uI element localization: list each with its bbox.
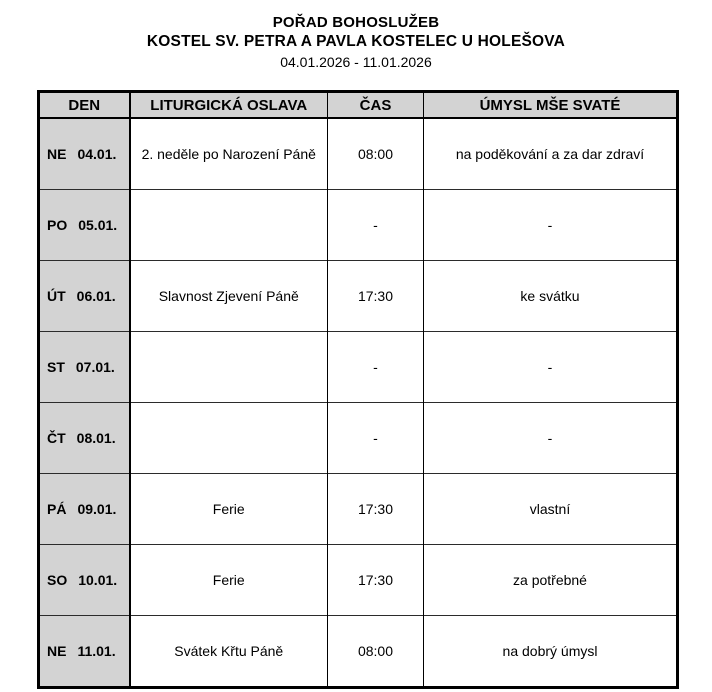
day-abbrev: PÁ <box>47 500 67 517</box>
table-header-row: DEN LITURGICKÁ OSLAVA ČAS ÚMYSL MŠE SVAT… <box>38 91 678 119</box>
day-date: 10.01. <box>78 571 118 588</box>
celebration-cell: Svátek Křtu Páně <box>129 615 328 688</box>
intention-cell: - <box>423 331 678 403</box>
celebration-cell: 2. neděle po Narození Páně <box>129 117 328 190</box>
celebration-cell: Ferie <box>129 473 328 545</box>
intention-cell: na poděkování a za dar zdraví <box>423 117 678 190</box>
day-abbrev: ČT <box>47 429 66 446</box>
day-date: 06.01. <box>76 287 116 304</box>
date-range: 04.01.2026 - 11.01.2026 <box>280 54 432 70</box>
intention-cell: - <box>423 189 678 261</box>
table-row: NE 04.01. 2. neděle po Narození Páně 08:0… <box>38 117 678 190</box>
day-date: 04.01. <box>77 145 117 162</box>
time-cell: 17:30 <box>327 260 424 332</box>
intention-cell: - <box>423 402 678 474</box>
time-cell: - <box>327 402 424 474</box>
day-cell: ÚT 06.01. <box>38 260 131 332</box>
day-cell: PO 05.01. <box>38 189 131 261</box>
intention-cell: za potřebné <box>423 544 678 616</box>
day-date: 07.01. <box>75 358 115 375</box>
time-cell: - <box>327 331 424 403</box>
table-row: PÁ 09.01. Ferie 17:30 vlastní <box>38 473 678 545</box>
day-date: 09.01. <box>77 500 117 517</box>
day-abbrev: SO <box>47 571 68 588</box>
time-cell: - <box>327 189 424 261</box>
day-cell: NE 04.01. <box>38 117 131 190</box>
column-header-celebration: LITURGICKÁ OSLAVA <box>129 91 328 119</box>
column-header-day: DEN <box>38 91 131 119</box>
intention-cell: ke svátku <box>423 260 678 332</box>
day-date: 05.01. <box>78 216 118 233</box>
day-cell: PÁ 09.01. <box>38 473 131 545</box>
day-cell: ST 07.01. <box>38 331 131 403</box>
table-row: ČT 08.01. - - <box>38 402 678 474</box>
day-date: 08.01. <box>76 429 116 446</box>
day-abbrev: NE <box>47 145 67 162</box>
day-date: 11.01. <box>77 642 116 659</box>
celebration-cell: Slavnost Zjevení Páně <box>129 260 328 332</box>
table-row: PO 05.01. - - <box>38 189 678 261</box>
page-title: POŘAD BOHOSLUŽEB <box>272 14 440 31</box>
day-cell: ČT 08.01. <box>38 402 131 474</box>
intention-cell: vlastní <box>423 473 678 545</box>
celebration-cell: Ferie <box>129 544 328 616</box>
column-header-intention: ÚMYSL MŠE SVATÉ <box>423 91 678 119</box>
table-row: NE 11.01. Svátek Křtu Páně 08:00 na dobrý… <box>38 615 678 688</box>
celebration-cell <box>129 331 328 403</box>
day-cell: NE 11.01. <box>38 615 131 688</box>
day-cell: SO 10.01. <box>38 544 131 616</box>
title-block: POŘAD BOHOSLUŽEB KOSTEL SV. PETRA A PAVL… <box>0 0 712 72</box>
day-abbrev: PO <box>47 216 68 233</box>
table-row: SO 10.01. Ferie 17:30 za potřebné <box>38 544 678 616</box>
table-row: ST 07.01. - - <box>38 331 678 403</box>
time-cell: 08:00 <box>327 615 424 688</box>
time-cell: 17:30 <box>327 544 424 616</box>
schedule-table: DEN LITURGICKÁ OSLAVA ČAS ÚMYSL MŠE SVAT… <box>37 90 679 689</box>
intention-cell: na dobrý úmysl <box>423 615 678 688</box>
church-name: KOSTEL SV. PETRA A PAVLA KOSTELEC U HOLE… <box>146 33 566 50</box>
celebration-cell <box>129 402 328 474</box>
celebration-cell <box>129 189 328 261</box>
day-abbrev: NE <box>47 642 67 659</box>
time-cell: 08:00 <box>327 117 424 190</box>
day-abbrev: ST <box>47 358 65 375</box>
time-cell: 17:30 <box>327 473 424 545</box>
day-abbrev: ÚT <box>47 287 66 304</box>
column-header-time: ČAS <box>327 91 424 119</box>
table-row: ÚT 06.01. Slavnost Zjevení Páně 17:30 ke … <box>38 260 678 332</box>
